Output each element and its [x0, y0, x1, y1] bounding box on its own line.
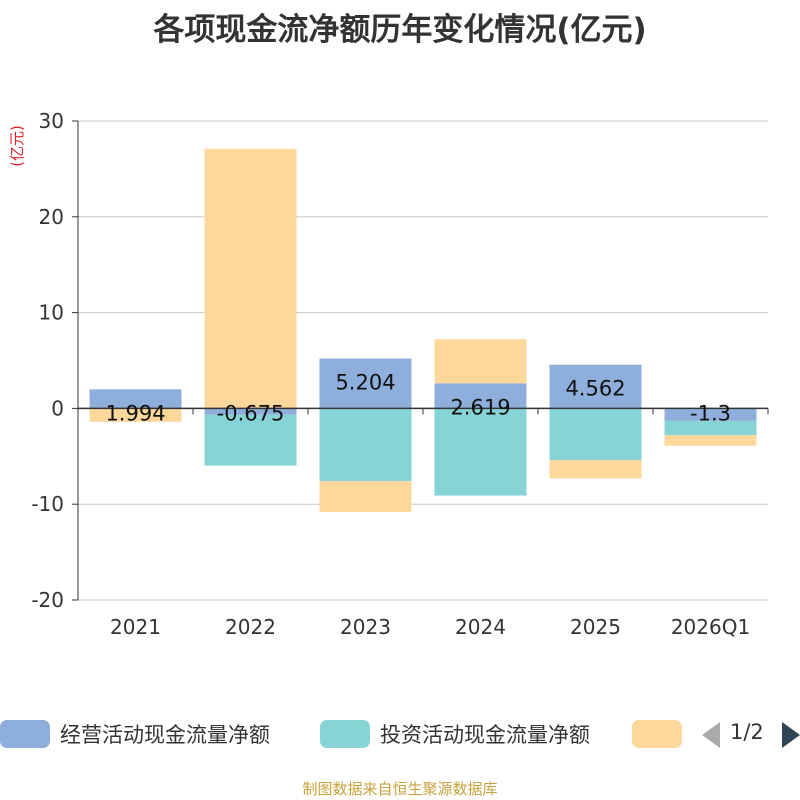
source-note: 制图数据来自恒生聚源数据库: [302, 780, 498, 798]
x-tick-label: 2023: [340, 615, 391, 639]
pager-prev-icon[interactable]: [702, 722, 720, 748]
pager-next-icon[interactable]: [782, 722, 800, 748]
x-tick-label: 2022: [225, 615, 276, 639]
bar-series2-2025: [549, 408, 642, 461]
bar-series3-2022: [204, 148, 297, 409]
bar-series2-2026Q1: [664, 420, 757, 436]
chart-title: 各项现金流净额历年变化情况(亿元): [153, 12, 647, 48]
x-tick-label: 2021: [110, 615, 161, 639]
x-tick-label: 2025: [570, 615, 621, 639]
bar-series3-2024: [434, 339, 527, 384]
bar-series3-2023: [319, 481, 412, 512]
bar-series3-2021: [89, 408, 182, 422]
bar-series3-2025: [549, 460, 642, 479]
data-label-operating: -0.675: [217, 401, 285, 425]
bar-series3-2026Q1: [664, 435, 757, 446]
bar-series1-2021: [89, 389, 182, 409]
data-label-operating: -1.3: [690, 401, 731, 425]
data-label-operating: 1.994: [105, 401, 165, 425]
y-tick-label: 30: [39, 109, 64, 133]
y-axis-label: (亿元): [8, 125, 26, 167]
bar-series2-2022: [204, 414, 297, 466]
x-tick-label: 2024: [455, 615, 506, 639]
bar-series1-2024: [434, 383, 527, 409]
bar-series1-2026Q1: [664, 408, 757, 421]
legend-swatch-investing: [320, 720, 370, 748]
data-label-operating: 5.204: [335, 371, 395, 395]
bar-series1-2023: [319, 358, 412, 409]
pager-page-label: 1/2: [730, 720, 764, 744]
bar-series1-2025: [549, 364, 642, 409]
legend-swatch-financing: [632, 720, 682, 748]
legend-swatch-operating: [0, 720, 50, 748]
bar-series1-2022: [204, 408, 297, 415]
bar-series2-2024: [434, 408, 527, 496]
y-tick-label: 20: [39, 205, 64, 229]
bar-series2-2023: [319, 408, 412, 482]
legend-item-financing[interactable]: [632, 716, 682, 752]
y-tick-label: -10: [31, 492, 64, 516]
y-tick-label: 10: [39, 301, 64, 325]
data-label-operating: 2.619: [450, 395, 510, 419]
legend-label-investing: 投资活动现金流量净额: [380, 723, 590, 747]
y-tick-label: -20: [31, 588, 64, 612]
x-tick-label: 2026Q1: [671, 615, 750, 639]
legend-pager: 1/2: [700, 716, 800, 752]
legend-item-operating[interactable]: 经营活动现金流量净额: [0, 716, 270, 752]
legend-item-investing[interactable]: 投资活动现金流量净额: [320, 716, 590, 752]
data-label-operating: 4.562: [565, 377, 625, 401]
legend-label-operating: 经营活动现金流量净额: [60, 723, 270, 747]
y-tick-label: 0: [51, 396, 64, 420]
legend: 经营活动现金流量净额 投资活动现金流量净额: [0, 716, 800, 752]
